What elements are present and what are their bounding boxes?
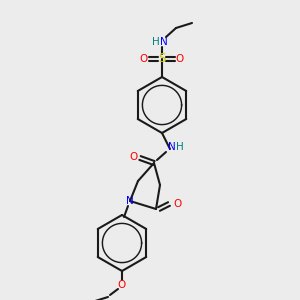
Text: O: O — [174, 199, 182, 209]
Text: N: N — [168, 142, 176, 152]
Text: O: O — [130, 152, 138, 162]
Text: O: O — [140, 54, 148, 64]
Text: O: O — [118, 280, 126, 290]
Text: H: H — [176, 142, 184, 152]
Text: N: N — [126, 196, 134, 206]
Text: H: H — [152, 37, 160, 47]
Text: O: O — [176, 54, 184, 64]
Text: S: S — [158, 52, 166, 65]
Text: N: N — [160, 37, 168, 47]
